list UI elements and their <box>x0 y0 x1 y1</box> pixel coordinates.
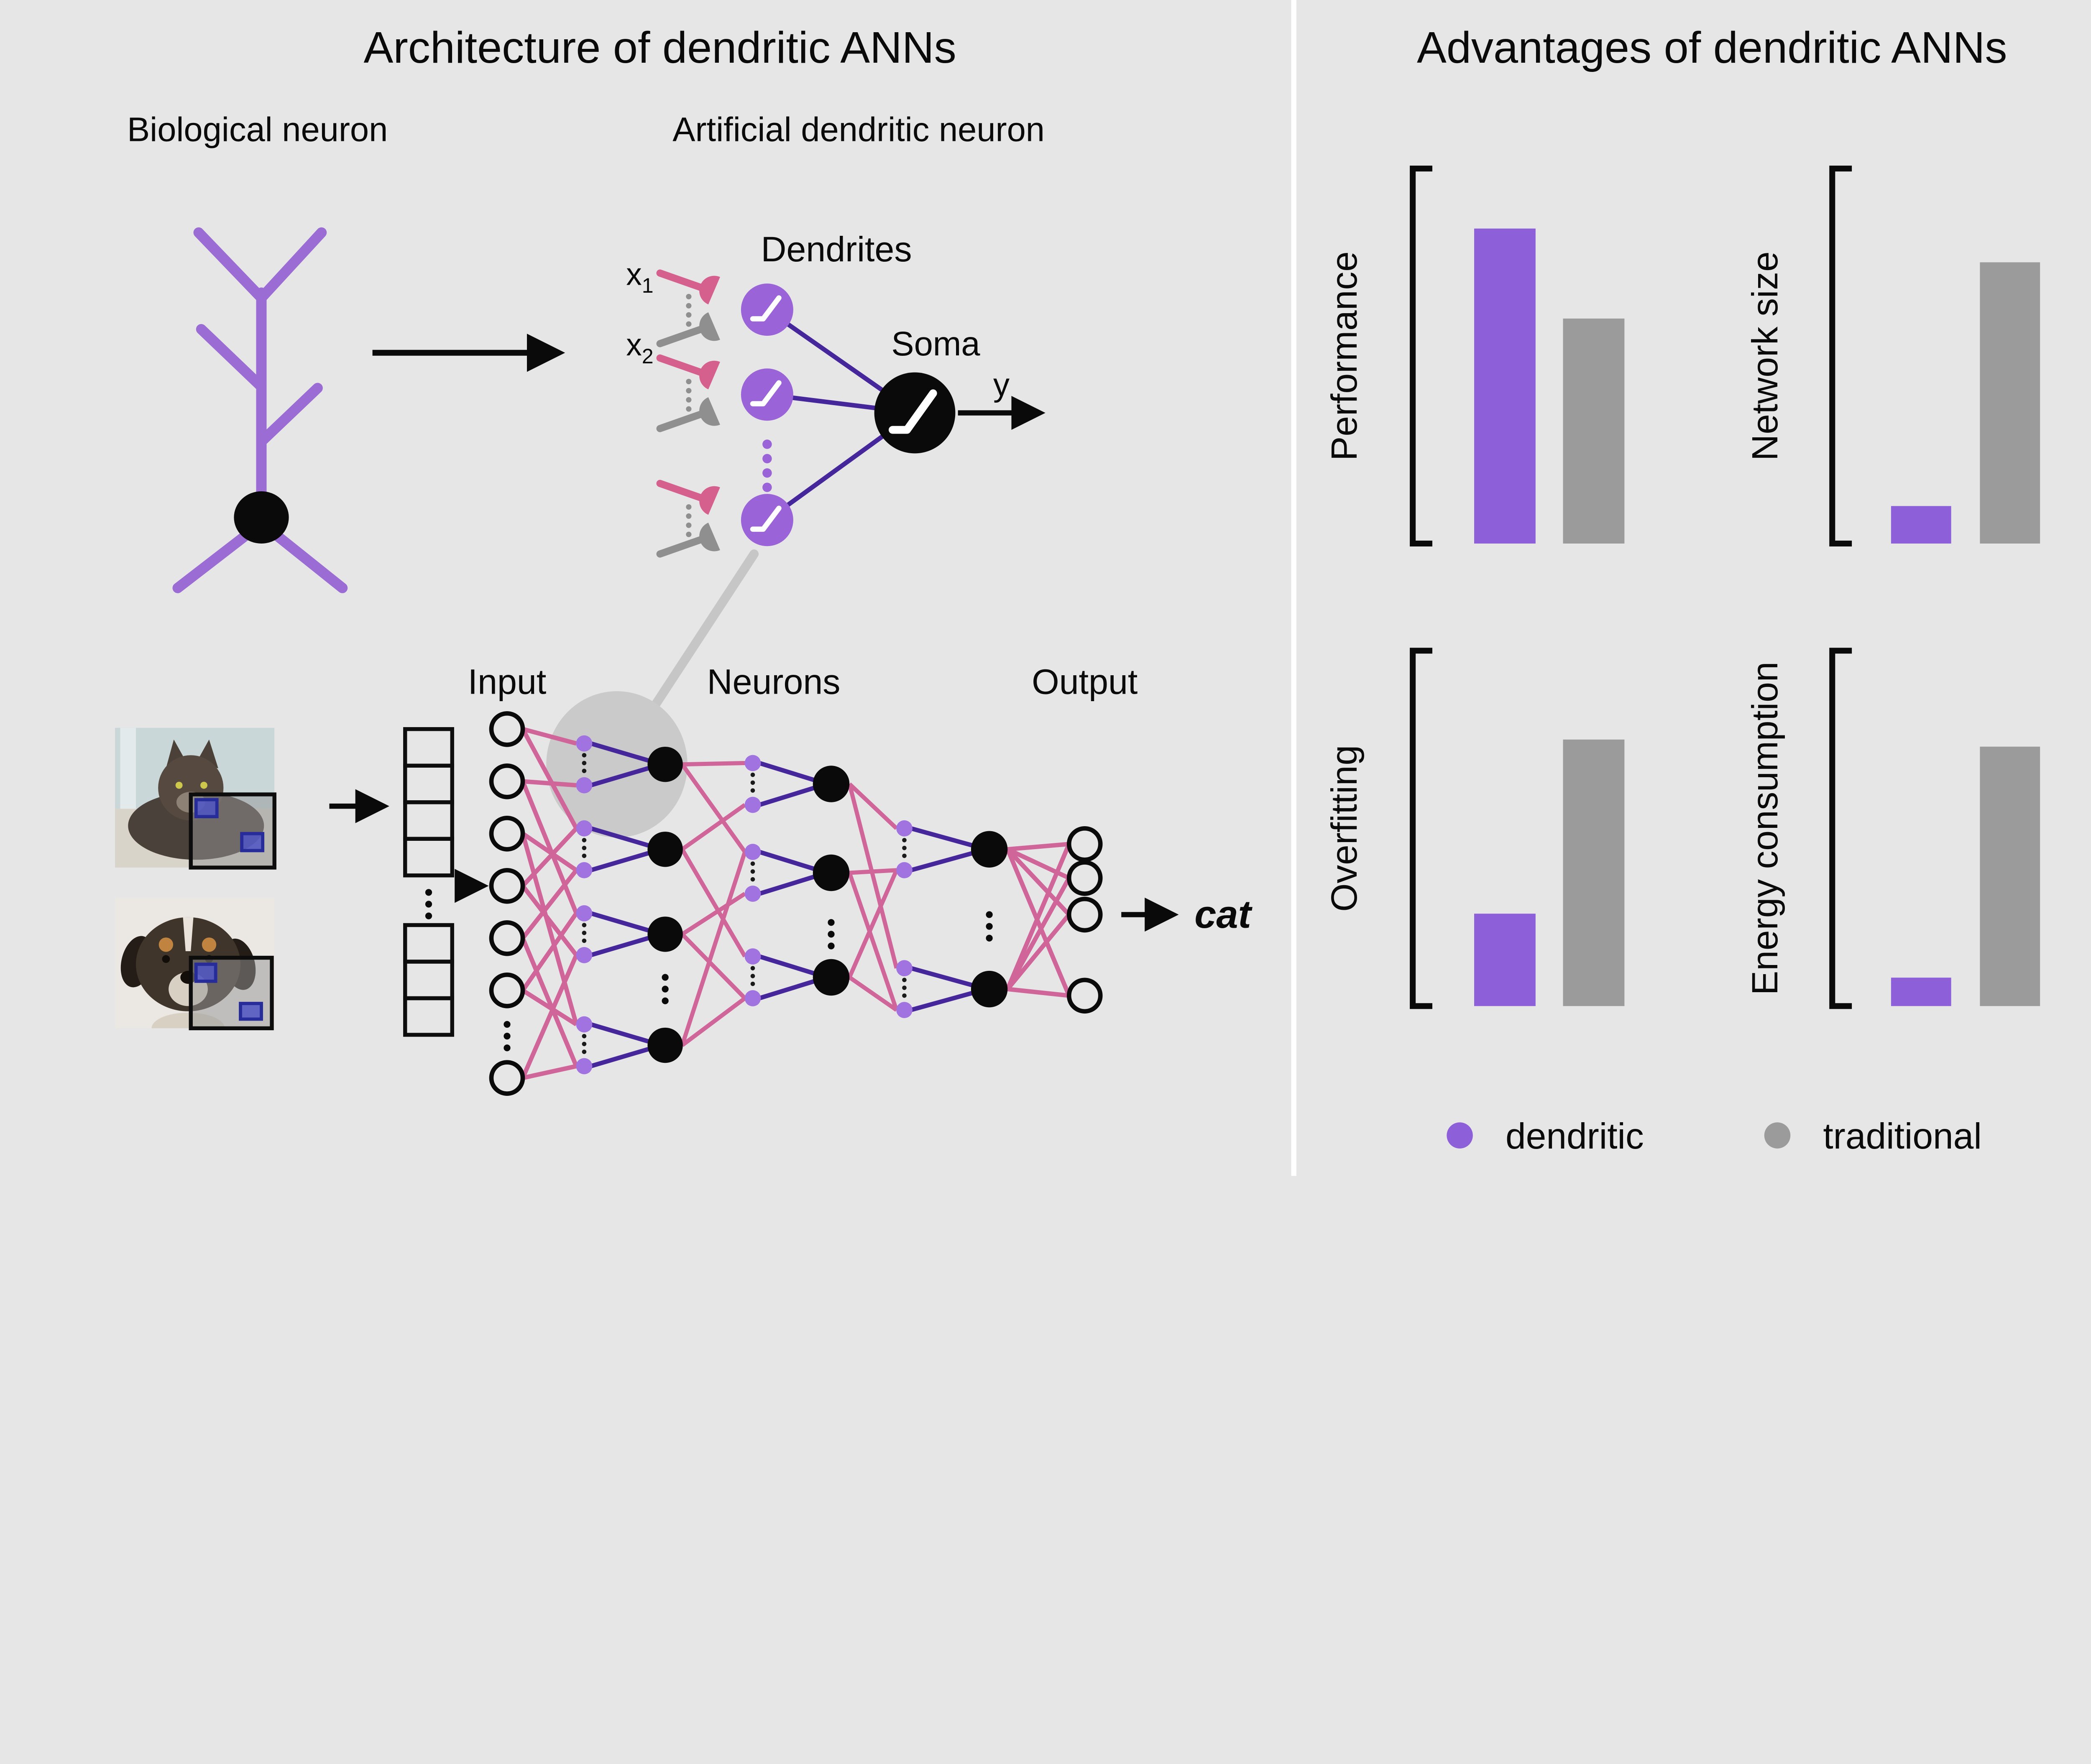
relu-icon <box>750 505 782 532</box>
bar-traditional <box>1980 262 2040 544</box>
axis-bracket-icon <box>1829 166 1852 547</box>
bar-traditional <box>1980 746 2040 1006</box>
soma-nodes <box>647 746 683 1063</box>
network-dendrite-to-soma-connections <box>590 741 973 1069</box>
legend-dendritic-dot-icon <box>1447 1122 1473 1149</box>
patch-square-icon <box>239 1002 263 1021</box>
bar-traditional <box>1563 739 1625 1006</box>
dendrite-ellipsis-dots-icon <box>762 439 772 492</box>
dendrite-dots <box>744 755 761 1006</box>
dendrite-units <box>741 283 793 546</box>
dendrite-dots <box>896 820 913 1018</box>
figure-background <box>0 0 2091 1176</box>
axis-bracket-icon <box>1410 166 1432 547</box>
patch-square-icon <box>194 798 219 819</box>
synapse-icons-unit3 <box>656 480 720 558</box>
gray-synapse-cup-icon <box>699 397 720 426</box>
soma-label: Soma <box>891 325 980 363</box>
network-input-label: Input <box>468 662 547 701</box>
relu-icon <box>750 380 782 406</box>
layer1-to-layer2-connections <box>680 761 747 1047</box>
network-output-label: Output <box>1032 662 1138 701</box>
chart-ylabel: Energy consumption <box>1744 661 1785 995</box>
legend-traditional-label: traditional <box>1823 1116 1981 1156</box>
chart-legend: dendritic traditional <box>1447 1116 1982 1156</box>
bar-dendritic <box>1891 506 1951 544</box>
layer-ellipsis-dots-icon <box>662 974 669 1004</box>
synapse-icons-unit1 <box>656 269 720 347</box>
chart-ylabel: Overfitting <box>1324 745 1365 912</box>
layer-ellipsis-dots-icon <box>986 911 993 942</box>
layer-ellipsis-dots-icon <box>828 919 835 950</box>
input-x1-label: x1 <box>626 256 653 297</box>
pink-synapse-cup-icon <box>699 486 720 515</box>
bar-traditional <box>1563 318 1625 544</box>
synapse-ellipsis-dots-icon <box>686 378 692 412</box>
dendrite-mini-dots-icon <box>582 753 587 1054</box>
chart-performance: Performance <box>1324 166 1625 547</box>
dog-patch-overlay <box>189 955 274 1031</box>
soma-nodes <box>813 766 850 996</box>
figure-container: Architecture of dendritic ANNs Biologica… <box>0 0 2091 1176</box>
synapse-icons-unit2 <box>656 354 720 432</box>
figure-svg: Architecture of dendritic ANNs Biologica… <box>0 0 2091 1176</box>
bar-dendritic <box>1474 228 1536 544</box>
bar-dendritic <box>1474 914 1536 1006</box>
left-panel-title: Architecture of dendritic ANNs <box>363 23 956 72</box>
dendrite-mini-dots-icon <box>750 772 755 986</box>
dendrite-mini-dots-icon <box>902 838 907 998</box>
artificial-dendritic-neuron: Dendrites Soma x1 x2 <box>626 230 1046 558</box>
network-neurons-label: Neurons <box>707 662 841 701</box>
biological-neuron-label: Biological neuron <box>127 111 388 149</box>
chart-energy-consumption: Energy consumption <box>1744 648 2040 1009</box>
dendritic-unit-highlight <box>546 691 688 838</box>
chart-ylabel: Performance <box>1324 251 1365 461</box>
synapse-ellipsis-dots-icon <box>686 504 692 537</box>
input-layer-nodes <box>489 711 525 1096</box>
bar-dendritic <box>1891 978 1951 1006</box>
layer3-to-output-connections <box>1005 842 1071 998</box>
input-vector-boxes <box>403 727 454 1037</box>
patch-square-icon <box>194 962 217 983</box>
zoom-connector-line <box>633 549 759 736</box>
vector-ellipsis-dots-icon <box>425 889 432 919</box>
legend-traditional-dot-icon <box>1764 1122 1791 1149</box>
artificial-neuron-label: Artificial dendritic neuron <box>672 111 1045 149</box>
panel-divider <box>1291 0 1296 1176</box>
dendrites-label: Dendrites <box>761 230 912 269</box>
soma-relu-icon <box>889 389 937 434</box>
axis-bracket-icon <box>1829 648 1852 1009</box>
chart-ylabel: Network size <box>1744 251 1785 461</box>
pink-synapse-cup-icon <box>699 360 720 390</box>
biological-soma-icon <box>234 491 289 544</box>
hidden-layer-1 <box>576 735 683 1075</box>
advantage-charts: Performance Network size Overfitting Energy… <box>1324 166 2040 1009</box>
output-y-label: y <box>993 366 1010 403</box>
gray-synapse-cup-icon <box>699 523 720 551</box>
input-x2-label: x2 <box>626 327 653 368</box>
dendrite-dots <box>576 735 593 1075</box>
output-layer-nodes <box>1066 826 1103 1014</box>
right-panel-title: Advantages of dendritic ANNs <box>1417 23 2007 72</box>
input-ellipsis-dots-icon <box>504 1021 511 1052</box>
patch-square-icon <box>240 832 265 853</box>
soma-nodes <box>971 831 1008 1008</box>
chart-network-size: Network size <box>1744 166 2040 547</box>
axis-bracket-icon <box>1410 648 1432 1009</box>
layer2-to-layer3-connections <box>847 782 899 1012</box>
input-to-dendrite-connections <box>520 727 579 1080</box>
legend-dendritic-label: dendritic <box>1506 1116 1644 1156</box>
gray-synapse-cup-icon <box>699 312 720 341</box>
prediction-label: cat <box>1194 892 1253 936</box>
hidden-layer-2 <box>744 755 850 1006</box>
chart-overfitting: Overfitting <box>1324 648 1625 1009</box>
hidden-layer-3 <box>896 820 1008 1018</box>
cat-patch-overlay <box>189 792 276 870</box>
synapse-ellipsis-dots-icon <box>686 294 692 327</box>
relu-icon <box>750 295 782 322</box>
biological-neuron-icon <box>172 227 348 593</box>
pink-synapse-cup-icon <box>699 276 720 305</box>
